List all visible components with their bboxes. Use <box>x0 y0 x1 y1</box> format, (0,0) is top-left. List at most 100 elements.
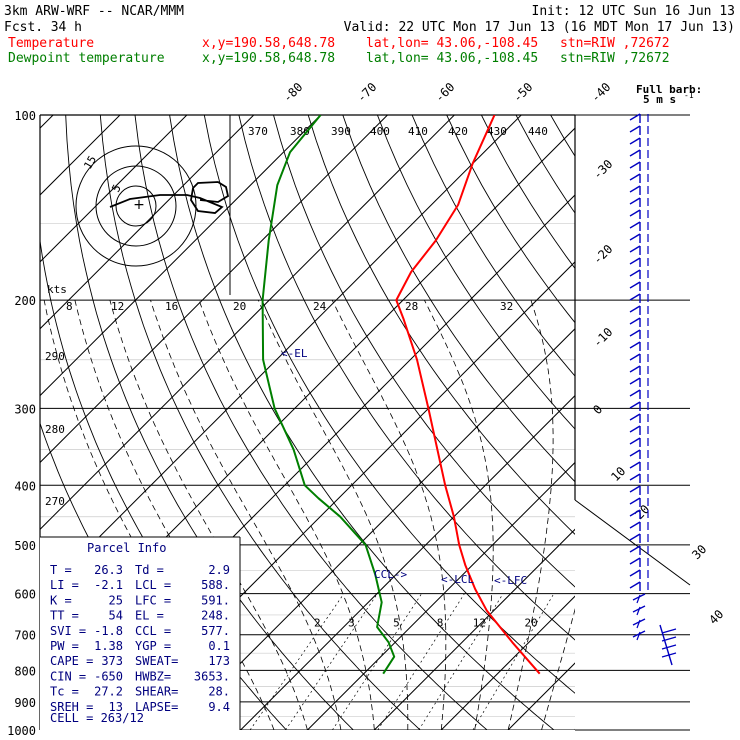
dry-adiabat <box>273 115 575 588</box>
wind-barb <box>629 281 649 291</box>
parcel-info-value: 13 <box>109 700 123 714</box>
model-title: 3km ARW-WRF -- NCAR/MMM <box>4 4 184 19</box>
mixing-ratio-label: 2 <box>314 617 321 630</box>
temperature-legend: Temperature <box>8 36 94 51</box>
dry-adiabat <box>169 115 555 730</box>
mixing-ratio-label: 5 <box>393 617 400 630</box>
forecast-label: Fcst. <box>4 20 43 35</box>
hodograph-speed-label: 24 <box>313 300 327 313</box>
moist-adiabat <box>331 299 447 730</box>
wind-barb <box>629 137 649 147</box>
parcel-info-value: 54 <box>109 609 123 623</box>
moist-adiabat <box>424 299 494 730</box>
wind-barb <box>629 377 649 387</box>
full-barb-exponent: -1 <box>684 91 694 100</box>
wind-barb <box>629 125 649 135</box>
dry-adiabat <box>134 115 488 730</box>
isotherm-label: -10 <box>590 325 615 350</box>
isotherm <box>40 115 522 597</box>
parcel-info-value: PW = <box>50 639 79 653</box>
isotherm-label: -70 <box>354 80 379 105</box>
mixing-ratio-label: 3 <box>348 617 355 630</box>
parcel-info-value: 26.3 <box>94 563 123 577</box>
wind-barb <box>629 305 649 315</box>
theta-label: 290 <box>45 350 65 363</box>
parcel-info-value: TT = <box>50 609 79 623</box>
isotherm <box>307 461 575 730</box>
isotherm-label: -40 <box>588 80 613 105</box>
isotherm <box>173 328 575 730</box>
wind-barb <box>629 509 649 519</box>
dry-adiabat <box>585 115 740 730</box>
parcel-info-value: 373 <box>101 654 123 668</box>
moist-adiabat <box>507 299 554 730</box>
dry-adiabat <box>655 115 740 730</box>
wind-barb <box>629 149 649 159</box>
temp-latlon: lat,lon= 43.06,-108.45 <box>366 36 538 51</box>
parcel-info-value: EL = <box>135 609 164 623</box>
isotherm <box>240 394 575 730</box>
parcel-info-value: 248. <box>201 609 230 623</box>
parcel-info-box: Parcel Info T = 26.3 Td = 2.9 LI = -2.1 LCL = 5… <box>40 536 241 730</box>
isotherm-label: -50 <box>510 80 535 105</box>
dry-adiabat <box>99 115 421 730</box>
theta-label: 400 <box>370 125 390 138</box>
wind-barb <box>629 569 649 579</box>
hodograph: +155 <box>75 115 231 295</box>
parcel-info-value: YGP = <box>135 639 171 653</box>
init-time: Init: 12 UTC Sun 16 Jun 13 <box>532 4 736 19</box>
hodograph-speed-label: 12 <box>111 300 124 313</box>
ccl-marker: CCL-> <box>374 568 407 581</box>
hodograph-ring <box>95 165 177 247</box>
dry-adiabat <box>515 115 575 214</box>
isotherm <box>40 115 188 263</box>
hodograph-speed-label: 20 <box>233 300 246 313</box>
wind-barb <box>629 557 649 567</box>
pressure-tick-label: 600 <box>14 588 36 602</box>
parcel-info-value: -650 <box>94 669 123 683</box>
parcel-info-value: CIN = <box>50 669 86 683</box>
hodograph-speed-label: 32 <box>500 300 513 313</box>
isotherm <box>374 528 575 730</box>
theta-label: 270 <box>45 495 65 508</box>
parcel-info-value: 28. <box>208 685 230 699</box>
wind-barb <box>629 461 649 471</box>
pressure-tick-label: 800 <box>14 664 36 678</box>
wind-barb <box>629 353 649 363</box>
parcel-info-value: 9.4 <box>208 700 230 714</box>
parcel-info-value: 0.1 <box>208 639 230 653</box>
parcel-info-value: 27.2 <box>94 685 123 699</box>
hodograph-ring-label: 15 <box>81 154 99 172</box>
full-barb-value: 5 m s <box>643 93 676 106</box>
pressure-tick-label: 200 <box>14 294 36 308</box>
moist-adiabat <box>541 607 575 730</box>
wind-barb <box>629 413 649 423</box>
parcel-info-value: Td = <box>135 563 164 577</box>
forecast-hour: 34 h <box>51 20 82 35</box>
moist-adiabat <box>109 299 308 730</box>
mixing-ratio-line <box>377 593 465 730</box>
parcel-info-value: 25 <box>109 593 123 607</box>
el-marker: <-EL <box>281 347 308 360</box>
wind-barb <box>629 545 649 555</box>
wind-barb <box>629 161 649 171</box>
valid-time: Valid: 22 UTC Mon 17 Jun 13 (16 MDT Mon … <box>344 20 735 35</box>
wind-barb <box>632 618 646 629</box>
theta-label: 390 <box>331 125 351 138</box>
wind-barb <box>629 425 649 435</box>
isotherm-label: -30 <box>590 157 615 182</box>
parcel-info-value: SWEAT= <box>135 654 178 668</box>
parcel-info-value: HWBZ= <box>135 669 171 683</box>
parcel-info-value: LI = <box>50 578 79 592</box>
moist-adiabat <box>150 299 342 730</box>
lfc-marker: <-LFC <box>494 574 527 587</box>
dew-latlon: lat,lon= 43.06,-108.45 <box>366 51 538 66</box>
dew-xy: x,y=190.58,648.78 <box>202 51 335 66</box>
isotherm-label: 10 <box>608 464 628 484</box>
pressure-tick-label: 700 <box>14 629 36 643</box>
dry-adiabat <box>203 115 575 694</box>
sounding-series <box>261 115 541 675</box>
dew-station: stn=RIW ,72672 <box>560 51 670 66</box>
hodograph-ring <box>75 145 197 267</box>
wind-barb <box>629 173 649 183</box>
